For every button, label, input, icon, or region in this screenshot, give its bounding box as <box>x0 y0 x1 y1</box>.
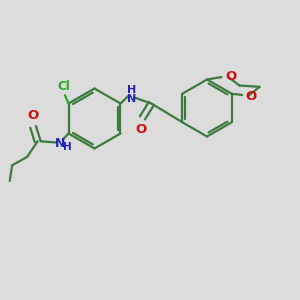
Text: H: H <box>63 142 72 152</box>
Text: H
N: H N <box>127 85 136 104</box>
Text: O: O <box>135 123 146 136</box>
Text: N: N <box>55 137 66 150</box>
Text: O: O <box>245 90 256 103</box>
Text: Cl: Cl <box>58 80 70 93</box>
Text: O: O <box>27 109 38 122</box>
Text: O: O <box>225 70 236 83</box>
